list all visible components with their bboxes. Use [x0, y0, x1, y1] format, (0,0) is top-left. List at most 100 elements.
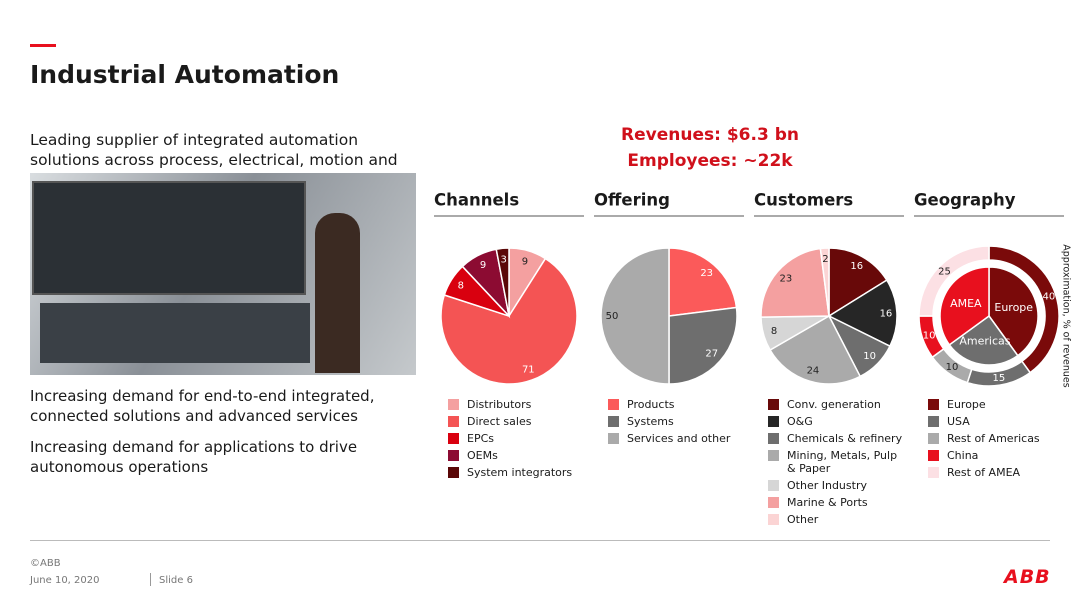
legend-item: Systems — [608, 415, 748, 428]
legend-label: O&G — [787, 415, 813, 428]
data-label: 50 — [606, 311, 619, 322]
legend-item: Chemicals & refinery — [768, 432, 908, 445]
legend-item: China — [928, 449, 1068, 462]
pie-slice — [939, 266, 990, 346]
data-label: 8 — [458, 280, 464, 291]
data-label: 40 — [1043, 292, 1056, 303]
screen — [40, 303, 310, 363]
legend-swatch — [768, 480, 779, 491]
copyright: ©ABB — [30, 558, 61, 569]
legend-label: Other Industry — [787, 479, 867, 492]
legend-swatch — [928, 416, 939, 427]
legend-label: Systems — [627, 415, 674, 428]
data-label: 10 — [923, 330, 936, 341]
pie-slice — [760, 247, 830, 318]
chart-title: Offering — [594, 191, 670, 210]
pie-slice — [600, 247, 670, 385]
legend-label: Chemicals & refinery — [787, 432, 903, 445]
data-label: 15 — [992, 373, 1005, 384]
logo: ABB — [1004, 566, 1051, 588]
legend-swatch — [928, 399, 939, 410]
bullet: Increasing demand for end-to-end integra… — [30, 387, 375, 425]
chart-title: Geography — [914, 191, 1016, 210]
legend-swatch — [768, 416, 779, 427]
bullet: Increasing demand for applications to dr… — [30, 438, 358, 476]
date: June 10, 2020 — [30, 575, 100, 586]
legend-item: EPCs — [448, 432, 588, 445]
legend-swatch — [448, 467, 459, 478]
legend-label: Products — [627, 398, 675, 411]
legend-swatch — [608, 399, 619, 410]
legend-swatch — [928, 433, 939, 444]
legend-swatch — [608, 433, 619, 444]
data-label: 3 — [500, 254, 506, 265]
legend-label: Distributors — [467, 398, 532, 411]
legend-item: Rest of Americas — [928, 432, 1068, 445]
legend-label: OEMs — [467, 449, 498, 462]
person — [315, 213, 360, 373]
legend-item: System integrators — [448, 466, 588, 479]
legend-label: Europe — [947, 398, 986, 411]
pie-slice — [827, 279, 898, 348]
pie-slice — [988, 266, 1039, 357]
legend-swatch — [608, 416, 619, 427]
legend-label: China — [947, 449, 979, 462]
kpi: Revenues: $6.3 bn — [621, 125, 799, 145]
subtitle: Leading supplier of integrated automatio… — [30, 131, 398, 189]
pie-slice — [668, 247, 738, 317]
legend-swatch — [768, 514, 779, 525]
legend-item: Mining, Metals, Pulp & Paper — [768, 449, 908, 475]
slide-number: Slide 6 — [159, 575, 193, 586]
legend-label: EPCs — [467, 432, 494, 445]
data-label: 71 — [522, 365, 535, 376]
data-label: 8 — [771, 326, 777, 337]
title: Industrial Automation — [30, 60, 340, 89]
pie-slice — [819, 247, 830, 317]
pie-slice — [769, 314, 862, 385]
data-label: 10 — [946, 362, 959, 373]
legend-item: Products — [608, 398, 748, 411]
screen — [32, 181, 306, 295]
legend-swatch — [928, 450, 939, 461]
legend-swatch — [448, 416, 459, 427]
legend-item: Europe — [928, 398, 1068, 411]
legend-item: Other Industry — [768, 479, 908, 492]
legend: Conv. generation O&G Chemicals & refinery M… — [768, 398, 908, 530]
data-label: 10 — [863, 351, 876, 362]
pie-slice — [948, 314, 1019, 366]
chart-title: Customers — [754, 191, 853, 210]
pie-slice — [495, 247, 510, 317]
legend: Europe USA Rest of Americas China Rest of AM… — [928, 398, 1068, 483]
legend-label: Other — [787, 513, 819, 526]
legend-swatch — [448, 450, 459, 461]
data-label: 16 — [880, 308, 893, 319]
legend-item: O&G — [768, 415, 908, 428]
pie-slice — [918, 245, 990, 317]
photo — [30, 173, 416, 375]
legend-swatch — [768, 399, 779, 410]
data-label: 2 — [822, 254, 828, 265]
slice-label: Americas — [959, 335, 1010, 348]
legend-item: Conv. generation — [768, 398, 908, 411]
legend-item: OEMs — [448, 449, 588, 462]
legend: Distributors Direct sales EPCs OEMs System i… — [448, 398, 588, 483]
legend-label: Rest of AMEA — [947, 466, 1021, 479]
legend-item: Other — [768, 513, 908, 526]
legend-label: Mining, Metals, Pulp & Paper — [787, 449, 898, 475]
kpi: Employees: ~22k — [627, 151, 793, 171]
legend-swatch — [448, 433, 459, 444]
footer-rule — [30, 540, 1050, 541]
chart-title: Channels — [434, 191, 519, 210]
pie-slice — [668, 306, 738, 385]
legend-item: USA — [928, 415, 1068, 428]
axis-label: Approximation, % of revenues — [1061, 244, 1072, 387]
legend-label: Rest of Americas — [947, 432, 1040, 445]
legend: Products Systems Services and other — [608, 398, 748, 449]
slice-label: Europe — [994, 301, 1033, 314]
legend-label: Marine & Ports — [787, 496, 868, 509]
legend-label: Conv. generation — [787, 398, 881, 411]
legend-item: Marine & Ports — [768, 496, 908, 509]
legend-swatch — [928, 467, 939, 478]
